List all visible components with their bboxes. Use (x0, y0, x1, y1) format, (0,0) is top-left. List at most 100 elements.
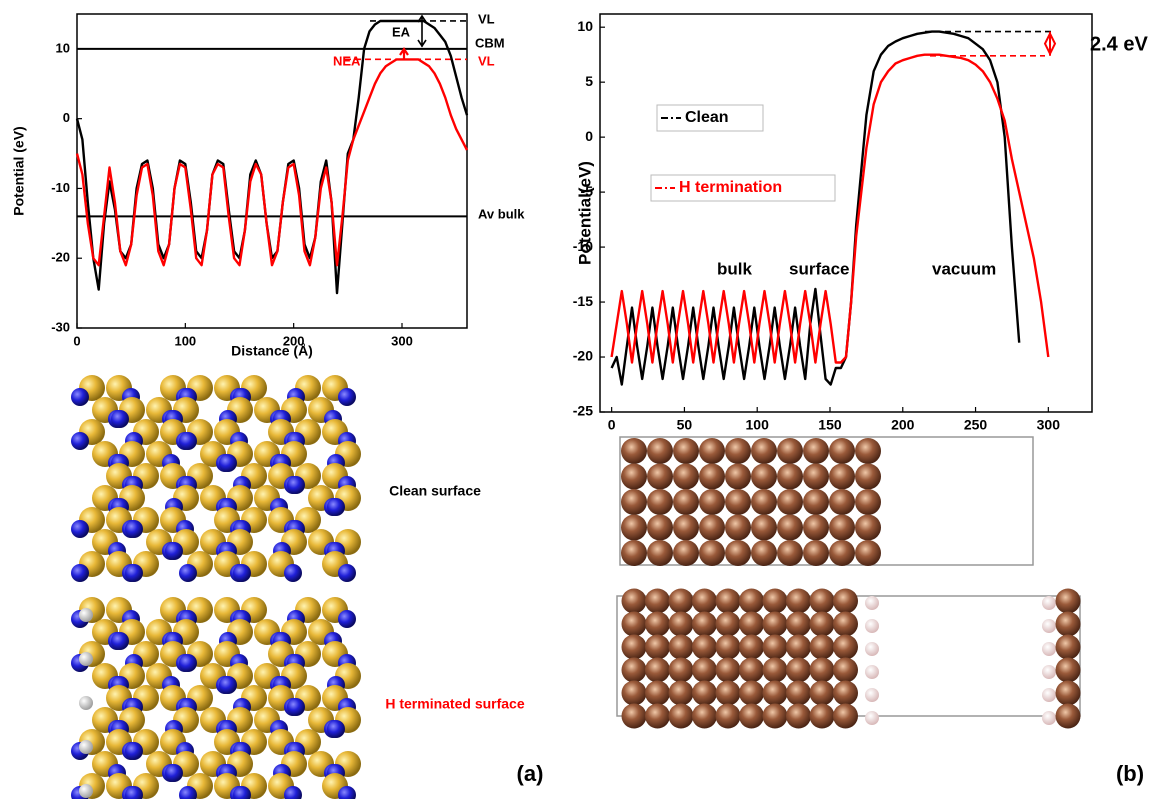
atom-brown (829, 464, 855, 490)
legend-label: Clean (685, 109, 729, 126)
atom-brown (725, 489, 751, 515)
atom-blue (233, 564, 251, 582)
data-line (77, 59, 467, 265)
atom-blue (111, 632, 129, 650)
atom-brown (751, 464, 777, 490)
atom-brown (699, 438, 725, 464)
x-tick-label: 0 (73, 333, 80, 348)
atom-brown (739, 704, 764, 729)
atom-brown (1056, 681, 1081, 706)
figure: -30-20-100100100200300Distance (Å)Potent… (0, 0, 1162, 799)
atom-brown (803, 489, 829, 515)
atom-brown (810, 635, 835, 660)
atom-brown (829, 515, 855, 541)
atom-brown (699, 464, 725, 490)
atom-brown (621, 464, 647, 490)
atom-h (1042, 596, 1056, 610)
atom-brown (673, 464, 699, 490)
atom-brown (725, 515, 751, 541)
atom-brown (763, 681, 788, 706)
atom-brown (699, 515, 725, 541)
atom-blue (287, 698, 305, 716)
atom-h (79, 740, 93, 754)
atom-brown (763, 635, 788, 660)
atom-h (865, 665, 879, 679)
x-axis-label: Distance (Å) (231, 343, 313, 359)
atom-brown (786, 635, 811, 660)
atom-brown (1056, 704, 1081, 729)
y-tick-label: -15 (573, 293, 593, 309)
atom-brown (855, 438, 881, 464)
atom-brown (621, 489, 647, 515)
atom-brown (763, 612, 788, 637)
atom-blue (338, 564, 356, 582)
y-tick-label: -10 (51, 180, 70, 195)
atom-brown (810, 589, 835, 614)
x-tick-label: 200 (891, 417, 915, 433)
atom-brown (621, 438, 647, 464)
atom-brown (1056, 635, 1081, 660)
atom-h (1042, 619, 1056, 633)
atom-brown (1056, 612, 1081, 637)
atom-brown (716, 589, 741, 614)
y-tick-label: 5 (585, 73, 593, 89)
atom-brown (645, 704, 670, 729)
atom-blue (165, 764, 183, 782)
y-tick-label: -20 (51, 250, 70, 265)
atom-brown (786, 658, 811, 683)
atom-brown (622, 589, 647, 614)
atom-blue (179, 564, 197, 582)
y-tick-label: 0 (63, 110, 70, 125)
atom-brown (692, 681, 717, 706)
atom-brown (751, 540, 777, 566)
atom-brown (763, 704, 788, 729)
page: -30-20-100100100200300Distance (Å)Potent… (0, 0, 1162, 799)
atom-h (79, 696, 93, 710)
atom-h (865, 711, 879, 725)
atom-blue (71, 388, 89, 406)
atom-brown (621, 515, 647, 541)
atom-h (79, 784, 93, 798)
atom-brown (786, 681, 811, 706)
atom-blue (125, 564, 143, 582)
atom-blue (287, 476, 305, 494)
panel-label: (a) (517, 761, 544, 786)
atom-brown (777, 540, 803, 566)
annotation: surface (789, 259, 849, 278)
atom-brown (751, 438, 777, 464)
atom-blue (219, 676, 237, 694)
atom-brown (622, 635, 647, 660)
atom-blue (165, 542, 183, 560)
structure-label: Clean surface (389, 483, 481, 499)
atom-brown (803, 540, 829, 566)
atom-brown (833, 612, 858, 637)
y-axis-label: Potential (eV) (11, 126, 27, 215)
plot-frame (77, 14, 467, 328)
atom-brown (622, 612, 647, 637)
annotation: CBM (475, 35, 505, 50)
atom-brown (810, 612, 835, 637)
x-tick-label: 0 (608, 417, 616, 433)
y-tick-label: -20 (573, 348, 593, 364)
atom-brown (669, 681, 694, 706)
atom-blue (125, 742, 143, 760)
atom-brown (645, 635, 670, 660)
atom-brown (855, 489, 881, 515)
atom-brown (855, 540, 881, 566)
legend-label: H termination (679, 179, 782, 196)
atom-brown (692, 704, 717, 729)
atom-blue (179, 654, 197, 672)
atom-brown (833, 704, 858, 729)
atom-h (865, 619, 879, 633)
structure-label: H terminated surface (385, 696, 524, 712)
atom-brown (855, 515, 881, 541)
atom-brown (833, 635, 858, 660)
atom-brown (855, 464, 881, 490)
annotation: vacuum (932, 259, 996, 278)
atom-brown (716, 612, 741, 637)
atom-blue (71, 564, 89, 582)
atom-brown (725, 464, 751, 490)
data-line (612, 32, 1020, 385)
x-tick-label: 150 (818, 417, 842, 433)
atom-brown (716, 635, 741, 660)
